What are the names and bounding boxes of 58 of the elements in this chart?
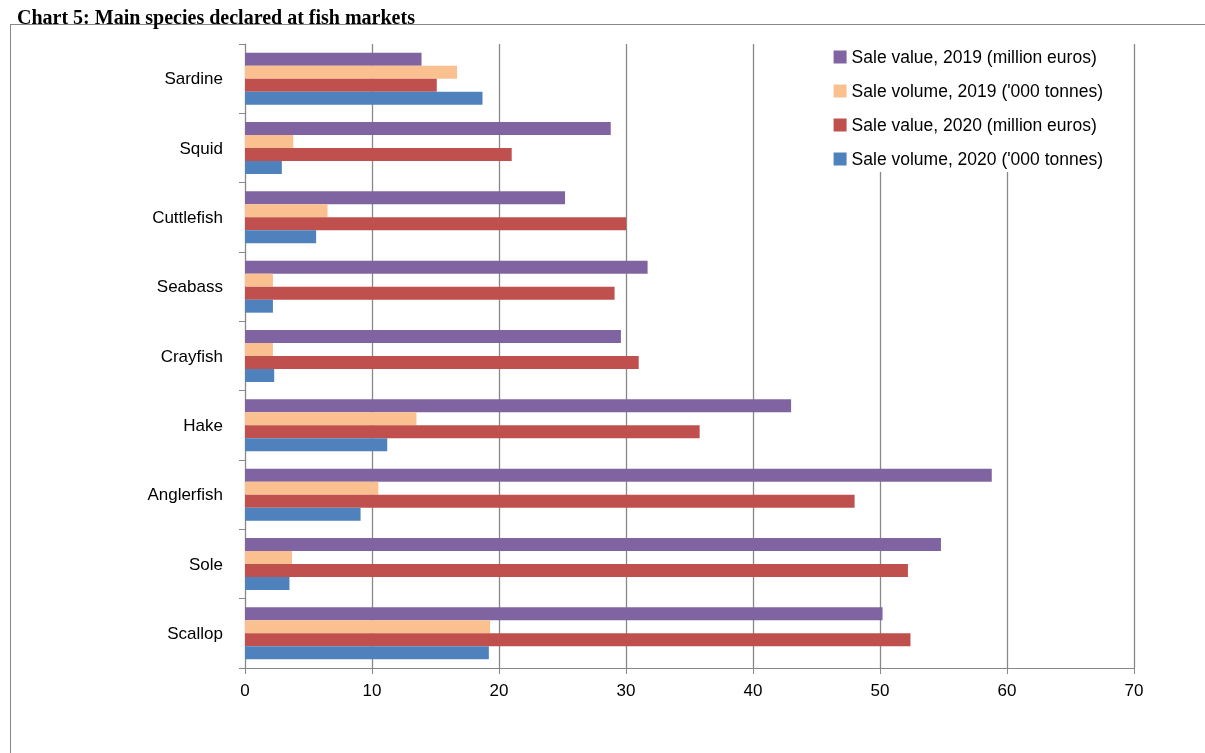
bar [245, 425, 700, 439]
y-tick-label: Squid [179, 138, 223, 158]
legend-label: Sale value, 2020 (million euros) [851, 115, 1097, 135]
bar [245, 286, 615, 300]
legend-label: Sale volume, 2020 ('000 tonnes) [851, 149, 1103, 169]
y-tick-label: Sole [188, 554, 223, 574]
bar [245, 122, 611, 135]
bar [245, 161, 282, 174]
bar [245, 148, 512, 161]
legend-label: Sale value, 2019 (million euros) [851, 47, 1097, 67]
bar [245, 273, 273, 287]
bar [245, 369, 275, 382]
bar [245, 538, 941, 551]
y-tick-label: Crayfish [160, 346, 223, 366]
bar [245, 356, 639, 369]
bar [245, 633, 911, 647]
bar [245, 299, 273, 313]
bar [245, 481, 379, 495]
bar [245, 217, 626, 231]
bar [245, 551, 292, 564]
x-tick-label: 40 [743, 681, 763, 700]
bar [245, 65, 458, 79]
bar [245, 399, 792, 413]
bar [245, 204, 328, 218]
bar [245, 52, 422, 66]
bar [245, 494, 855, 508]
bar [245, 260, 648, 274]
bar [245, 343, 273, 356]
bar [245, 330, 621, 343]
bar [245, 577, 290, 590]
y-tick-label: Sardine [164, 69, 223, 89]
bar [245, 620, 491, 634]
bar [245, 135, 294, 148]
legend-label: Sale volume, 2019 ('000 tonnes) [851, 81, 1103, 101]
x-tick-label: 50 [870, 681, 890, 700]
x-tick-label: 70 [1124, 681, 1144, 700]
bar [245, 468, 992, 482]
bar [245, 438, 388, 452]
bar [245, 191, 566, 205]
x-tick-label: 20 [489, 681, 509, 700]
bar [245, 564, 908, 577]
x-tick-label: 30 [616, 681, 636, 700]
y-tick-label: Scallop [167, 623, 223, 643]
bar [245, 607, 883, 621]
x-tick-label: 60 [997, 681, 1017, 700]
bar [245, 230, 317, 244]
bar [245, 646, 489, 660]
y-tick-label: Anglerfish [147, 485, 223, 505]
bar [245, 78, 437, 92]
chart-title: Chart 5: Main species declared at fish markets [17, 6, 416, 29]
x-tick-label: 0 [240, 681, 250, 700]
bar [245, 412, 417, 426]
y-tick-label: Hake [183, 415, 223, 435]
x-tick-label: 10 [362, 681, 382, 700]
y-tick-label: Cuttlefish [152, 207, 223, 227]
bar [245, 91, 483, 105]
bar [245, 507, 361, 521]
y-tick-label: Seabass [156, 277, 223, 297]
